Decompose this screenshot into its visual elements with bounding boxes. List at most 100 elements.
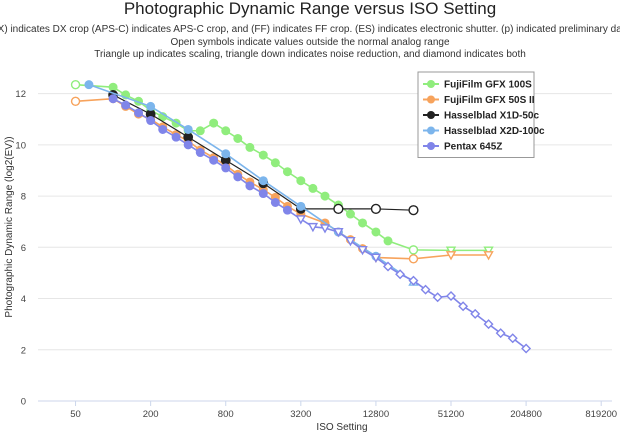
data-point[interactable]: [282, 167, 292, 177]
chart-subtitle-line-3: Triangle up indicates scaling, triangle …: [94, 49, 526, 60]
data-point[interactable]: [357, 245, 368, 256]
legend-item[interactable]: FujiFilm GFX 100S: [423, 80, 532, 91]
x-axis-label: ISO Setting: [316, 422, 367, 433]
data-point[interactable]: [383, 236, 393, 246]
data-point[interactable]: [408, 245, 419, 255]
data-point[interactable]: [233, 172, 243, 182]
chart-title: Photographic Dynamic Range versus ISO Se…: [124, 0, 496, 18]
data-point[interactable]: [420, 284, 431, 295]
data-point[interactable]: [370, 203, 382, 214]
data-point[interactable]: [70, 96, 81, 107]
data-point[interactable]: [258, 189, 268, 199]
legend-item[interactable]: FujiFilm GFX 50S II: [423, 95, 535, 106]
x-tick-label: 3200: [290, 409, 311, 420]
y-tick-label: 12: [15, 89, 26, 100]
data-point[interactable]: [432, 292, 443, 303]
data-point[interactable]: [146, 116, 156, 126]
data-point[interactable]: [245, 181, 255, 191]
data-point[interactable]: [209, 155, 219, 165]
data-point[interactable]: [108, 94, 118, 104]
data-point[interactable]: [221, 163, 231, 173]
data-point[interactable]: [345, 209, 355, 219]
data-point[interactable]: [270, 197, 280, 207]
chart-subtitle-line-1: (DX) indicates DX crop (APS-C) indicates…: [0, 24, 620, 35]
data-point[interactable]: [470, 308, 481, 319]
data-point[interactable]: [483, 251, 494, 261]
data-point[interactable]: [70, 79, 81, 90]
data-point[interactable]: [383, 261, 393, 272]
legend-label: Pentax 645Z: [444, 142, 502, 153]
y-tick-label: 4: [21, 294, 26, 305]
legend-item[interactable]: Pentax 645Z: [423, 142, 502, 153]
legend-label: FujiFilm GFX 50S II: [444, 95, 535, 106]
data-point[interactable]: [183, 124, 193, 134]
legend-label: Hasselblad X1D-50c: [444, 111, 539, 122]
legend-item[interactable]: Hasselblad X2D-100c: [423, 126, 545, 137]
data-point[interactable]: [121, 100, 131, 110]
legend-marker: [427, 95, 435, 104]
data-point[interactable]: [209, 118, 219, 128]
x-tick-label: 819200: [585, 409, 617, 420]
data-point[interactable]: [320, 191, 330, 201]
data-point[interactable]: [195, 126, 205, 136]
data-point[interactable]: [395, 269, 406, 280]
data-point[interactable]: [358, 218, 368, 228]
y-axis-ticks: 0 2 4 6 8 10 12: [15, 89, 26, 407]
y-tick-label: 2: [21, 345, 26, 356]
data-point[interactable]: [370, 253, 382, 263]
data-point[interactable]: [282, 205, 292, 215]
data-point[interactable]: [333, 228, 344, 238]
data-point[interactable]: [296, 176, 306, 186]
data-point[interactable]: [295, 215, 307, 225]
data-point[interactable]: [258, 150, 268, 160]
data-point[interactable]: [371, 227, 381, 237]
data-point[interactable]: [458, 301, 469, 312]
legend-marker: [427, 80, 435, 88]
data-point[interactable]: [258, 176, 268, 186]
data-point[interactable]: [507, 333, 518, 344]
data-point[interactable]: [134, 108, 144, 118]
x-tick-label: 800: [218, 409, 234, 420]
x-tick-label: 200: [143, 409, 159, 420]
data-point[interactable]: [183, 140, 193, 150]
data-point[interactable]: [221, 149, 231, 159]
data-point[interactable]: [171, 132, 181, 142]
data-point[interactable]: [408, 205, 419, 216]
x-tick-label: 204800: [510, 409, 542, 420]
data-point[interactable]: [221, 126, 231, 136]
data-point[interactable]: [195, 148, 205, 158]
data-point[interactable]: [483, 246, 494, 256]
data-point[interactable]: [521, 343, 532, 354]
legend-label: FujiFilm GFX 100S: [444, 80, 532, 91]
data-point[interactable]: [408, 275, 419, 286]
data-point[interactable]: [270, 158, 280, 168]
data-point[interactable]: [319, 224, 331, 234]
x-axis-ticks: 50 200 800 3200 12800 51200 204800 819200: [70, 401, 617, 420]
y-tick-label: 6: [21, 243, 26, 254]
data-point[interactable]: [158, 124, 168, 134]
x-tick-label: 12800: [363, 409, 389, 420]
x-tick-label: 51200: [438, 409, 464, 420]
legend-marker: [427, 111, 435, 119]
data-point[interactable]: [308, 183, 318, 193]
data-point[interactable]: [183, 132, 194, 143]
data-point[interactable]: [446, 290, 457, 301]
data-point[interactable]: [345, 237, 356, 247]
data-point[interactable]: [233, 133, 243, 143]
data-point[interactable]: [408, 254, 419, 264]
data-point[interactable]: [483, 319, 494, 330]
data-point[interactable]: [495, 328, 506, 339]
legend-marker: [427, 126, 435, 135]
data-point[interactable]: [445, 251, 457, 261]
legend-item[interactable]: Hasselblad X1D-50c: [423, 111, 539, 122]
data-point[interactable]: [445, 246, 457, 256]
legend-marker: [427, 142, 435, 150]
y-tick-label: 10: [15, 140, 26, 151]
data-point[interactable]: [333, 203, 344, 214]
data-point[interactable]: [307, 222, 319, 233]
data-point[interactable]: [296, 201, 306, 211]
data-point[interactable]: [245, 142, 255, 152]
data-point[interactable]: [84, 80, 94, 90]
data-point[interactable]: [146, 101, 156, 111]
